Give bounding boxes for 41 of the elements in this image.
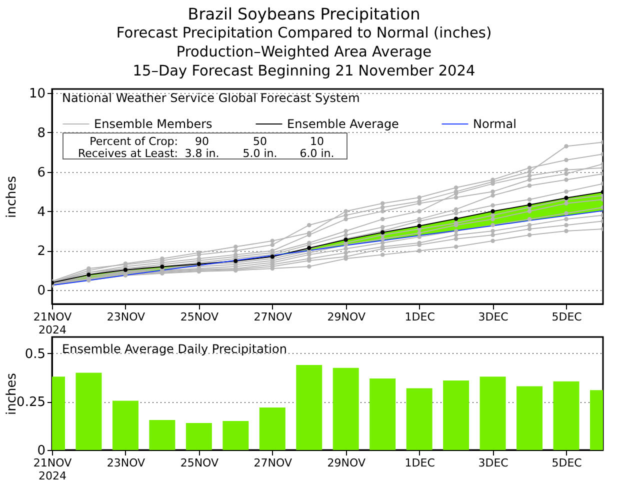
legend-label: Normal <box>473 117 516 131</box>
annotation: 3.8 in. <box>184 147 220 160</box>
x-tick-label: 29NOV <box>327 310 366 324</box>
x-tick-label: 25NOV <box>180 456 220 470</box>
x-tick-label: 5DEC <box>552 310 582 324</box>
x-tick-label: 3DEC <box>478 310 509 324</box>
x-tick-label: 5DEC <box>552 456 582 470</box>
y-tick-label: 4 <box>37 204 46 220</box>
y-tick-label: 0.25 <box>16 395 46 410</box>
y-tick-label: 2 <box>37 244 46 260</box>
annotation: 6.0 in. <box>300 147 334 160</box>
x-tick-label: 27NOV <box>254 310 292 324</box>
y-tick-label: 8 <box>37 126 46 141</box>
x-tick-label: 29NOV <box>327 456 366 470</box>
chart-title: Brazil Soybeans Precipitation <box>188 4 420 24</box>
legend-label: Ensemble Members <box>94 117 212 131</box>
x-tick-label: 21NOV 2024 <box>33 310 72 336</box>
annotation: Receives at Least: <box>78 147 178 160</box>
y-tick-label: 6 <box>37 165 46 180</box>
y-axis-title: inches <box>4 176 20 218</box>
x-tick-label: 27NOV <box>254 456 292 470</box>
x-tick-label: 1DEC <box>404 456 436 470</box>
legend-title: National Weather Service Global Forecast System <box>62 91 360 105</box>
x-tick-label: 23NOV <box>106 310 146 324</box>
annotation: Percent of Crop: <box>90 135 178 148</box>
x-tick-label: 21NOV 2024 <box>33 456 72 482</box>
y-tick-label: 0 <box>37 444 46 458</box>
annotation: 5.0 in. <box>242 147 278 160</box>
x-tick-label: 25NOV <box>180 310 220 324</box>
chart-subtitle: Forecast Precipitation Compared to Normal (inches) Production–Weighted Area Average 15–Day Forecast Beginning 21 November 2024 <box>116 26 492 80</box>
y-tick-label: 0 <box>37 284 46 299</box>
chart-title: Ensemble Average Daily Precipitation <box>62 342 287 356</box>
y-tick-label: 10 <box>28 86 46 102</box>
annotation: 50 <box>253 135 267 148</box>
annotation: 90 <box>195 135 209 148</box>
legend-label: Ensemble Average <box>287 117 399 131</box>
y-tick-label: 0.5 <box>24 346 46 362</box>
annotation: 10 <box>310 135 324 148</box>
x-tick-label: 3DEC <box>478 456 509 470</box>
x-tick-label: 23NOV <box>106 456 146 470</box>
x-tick-label: 1DEC <box>404 310 436 324</box>
